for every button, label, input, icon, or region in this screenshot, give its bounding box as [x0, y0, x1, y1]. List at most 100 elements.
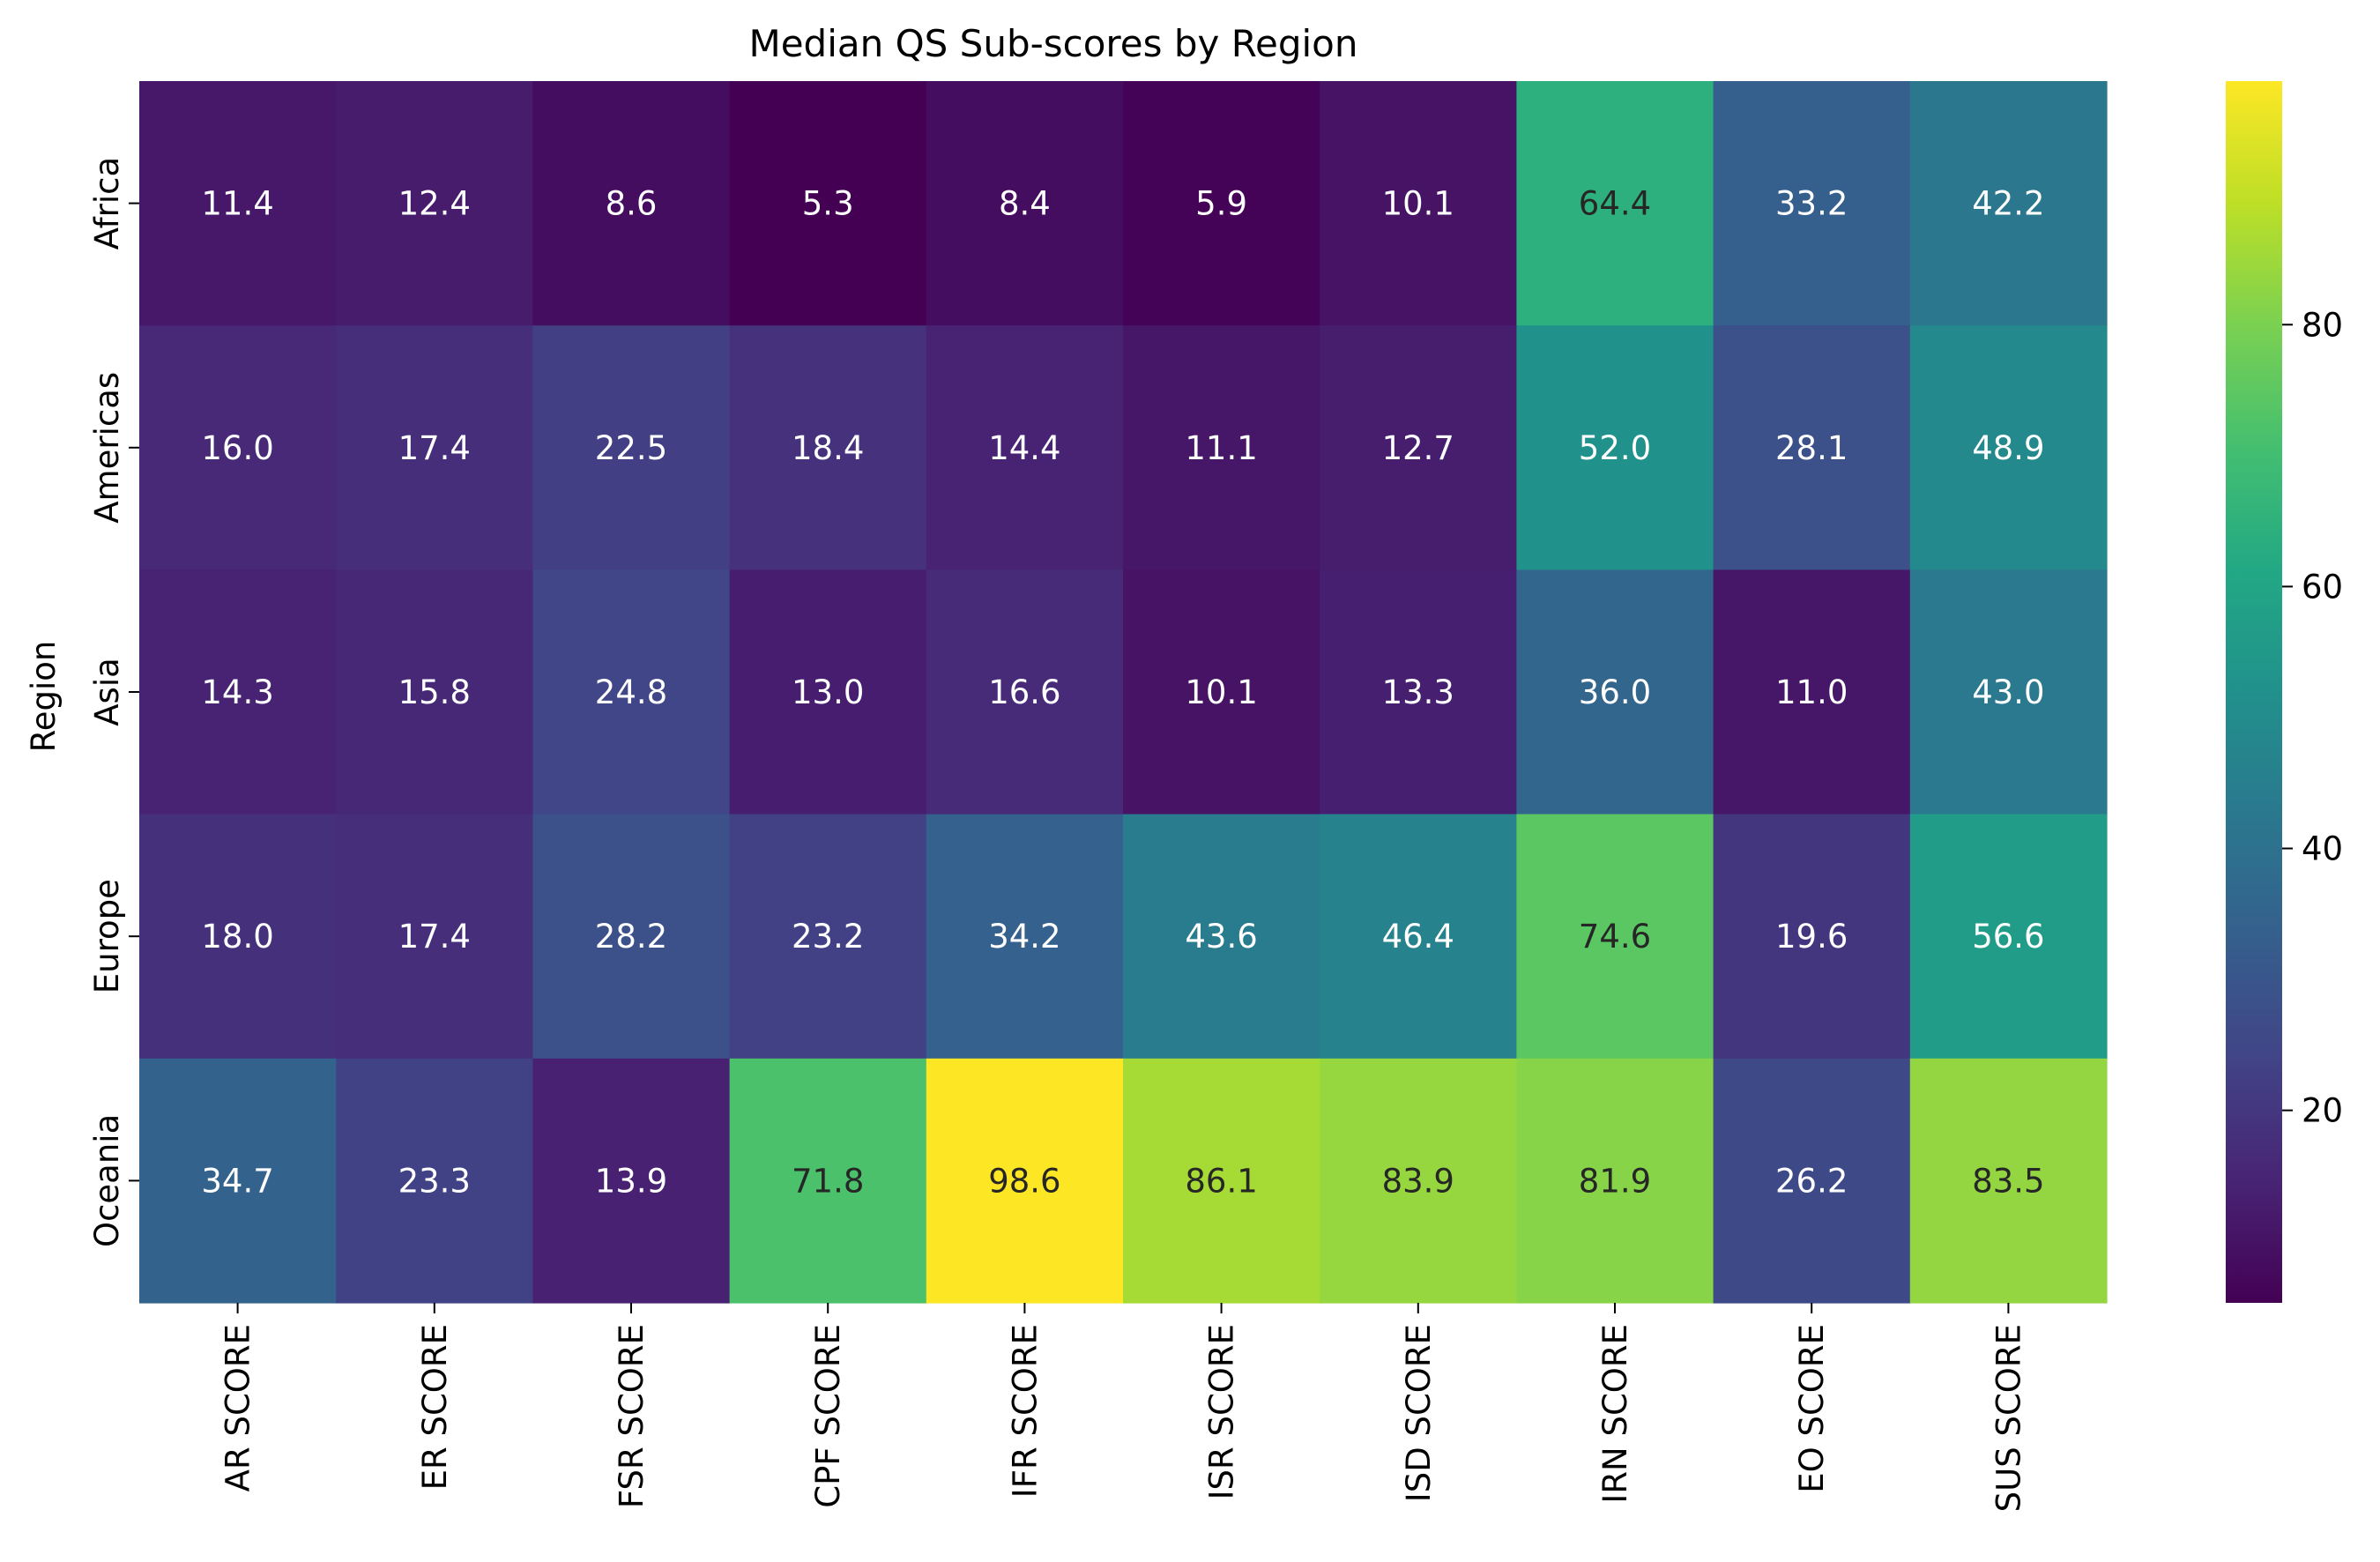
x-tick-label: ISR SCORE	[1203, 1324, 1241, 1499]
heatmap-cell	[1713, 81, 1911, 326]
heatmap-cell	[1123, 1058, 1320, 1304]
heatmap-cells	[139, 81, 2108, 1304]
x-tick-label: FSR SCORE	[613, 1324, 651, 1508]
heatmap-cell	[1713, 1058, 1911, 1304]
y-tick-label: Oceania	[88, 1114, 126, 1247]
cell-value-label: 17.4	[398, 429, 471, 467]
heatmap-cell	[729, 569, 927, 815]
x-tick-label: IRN SCORE	[1596, 1324, 1634, 1504]
heatmap-cell	[729, 1058, 927, 1304]
cell-value-label: 83.9	[1382, 1162, 1454, 1200]
heatmap-cell	[336, 325, 533, 570]
cell-value-label: 14.4	[988, 429, 1060, 467]
heatmap-cell	[926, 1058, 1124, 1304]
heatmap-cell	[1516, 325, 1714, 570]
heatmap-cell	[1320, 569, 1517, 815]
cell-value-label: 5.3	[802, 185, 854, 223]
heatmap-cell	[532, 569, 731, 815]
heatmap-cell	[532, 325, 731, 570]
heatmap-cell	[336, 1058, 533, 1304]
heatmap-cell	[1713, 325, 1911, 570]
cell-value-label: 23.2	[792, 918, 864, 956]
y-tick-label: Americas	[88, 372, 126, 524]
cell-value-label: 15.8	[398, 673, 471, 711]
heatmap-cell	[1909, 569, 2108, 815]
cell-value-label: 28.1	[1775, 429, 1848, 467]
colorbar: 20 40 60 80	[2226, 81, 2343, 1303]
heatmap-cell	[1516, 81, 1714, 326]
heatmap-cell	[926, 81, 1124, 326]
cell-value-label: 56.6	[1972, 918, 2044, 956]
cell-value-label: 10.1	[1185, 673, 1257, 711]
heatmap-cell	[139, 1058, 337, 1304]
heatmap-cell	[1320, 814, 1517, 1060]
heatmap-cell	[1516, 814, 1714, 1060]
heatmap-cell	[1123, 325, 1320, 570]
x-tick-label: AR SCORE	[219, 1324, 257, 1491]
colorbar-tick-label: 80	[2302, 306, 2343, 344]
heatmap-cell	[1516, 569, 1714, 815]
heatmap-cell	[1909, 1058, 2108, 1304]
cell-value-label: 22.5	[595, 429, 667, 467]
cell-value-label: 13.0	[792, 673, 864, 711]
y-axis-ticks: Africa Americas Asia Europe Oceania	[88, 157, 139, 1247]
x-tick-label: CPF SCORE	[809, 1324, 847, 1508]
cell-value-label: 13.9	[595, 1162, 667, 1200]
cell-value-label: 5.9	[1195, 185, 1247, 223]
heatmap-cell	[139, 569, 337, 815]
cell-value-label: 43.6	[1185, 918, 1257, 956]
heatmap-cell	[1320, 1058, 1517, 1304]
cell-value-label: 10.1	[1382, 185, 1454, 223]
cell-value-label: 8.4	[999, 185, 1051, 223]
cell-value-label: 12.7	[1382, 429, 1454, 467]
cell-value-label: 24.8	[595, 673, 667, 711]
y-tick-label: Europe	[88, 879, 126, 993]
heatmap-cell	[1320, 81, 1517, 326]
cell-value-label: 28.2	[595, 918, 667, 956]
cell-value-label: 13.3	[1382, 673, 1454, 711]
heatmap-cell	[729, 814, 927, 1060]
colorbar-tick-label: 20	[2302, 1092, 2343, 1130]
heatmap-cell	[926, 569, 1124, 815]
colorbar-gradient	[2226, 81, 2282, 1303]
cell-value-label: 86.1	[1185, 1162, 1257, 1200]
cell-value-label: 16.6	[988, 673, 1060, 711]
cell-value-label: 43.0	[1972, 673, 2044, 711]
heatmap-cell	[336, 81, 533, 326]
y-tick-label: Asia	[88, 658, 126, 726]
heatmap-cell	[1909, 814, 2108, 1060]
cell-value-label: 18.4	[792, 429, 864, 467]
cell-value-label: 26.2	[1775, 1162, 1848, 1200]
heatmap-cell	[729, 81, 927, 326]
heatmap-cell	[926, 325, 1124, 570]
heatmap-cell	[1909, 325, 2108, 570]
y-axis-label: Region	[25, 641, 63, 753]
colorbar-tick-label: 40	[2302, 830, 2343, 868]
heatmap-cell	[1713, 569, 1911, 815]
cell-value-label: 34.7	[201, 1162, 273, 1200]
cell-value-label: 11.0	[1775, 673, 1848, 711]
cell-value-label: 14.3	[201, 673, 273, 711]
cell-value-label: 48.9	[1972, 429, 2044, 467]
cell-value-label: 18.0	[201, 918, 273, 956]
heatmap-cell	[139, 81, 337, 326]
cell-value-label: 81.9	[1579, 1162, 1651, 1200]
heatmap-cell	[532, 1058, 731, 1304]
x-tick-label: ER SCORE	[416, 1324, 454, 1490]
cell-value-label: 16.0	[201, 429, 273, 467]
cell-value-label: 36.0	[1579, 673, 1651, 711]
cell-value-label: 17.4	[398, 918, 471, 956]
cell-value-label: 23.3	[398, 1162, 471, 1200]
heatmap-cell	[532, 81, 731, 326]
heatmap-cell	[1123, 81, 1320, 326]
heatmap-cell	[1516, 1058, 1714, 1304]
cell-value-label: 71.8	[792, 1162, 864, 1200]
cell-value-label: 98.6	[988, 1162, 1060, 1200]
cell-value-label: 12.4	[398, 185, 471, 223]
y-tick-label: Africa	[88, 157, 126, 250]
cell-value-label: 74.6	[1579, 918, 1651, 956]
heatmap-cell	[336, 814, 533, 1060]
heatmap-cell	[1713, 814, 1911, 1060]
heatmap-cell	[926, 814, 1124, 1060]
